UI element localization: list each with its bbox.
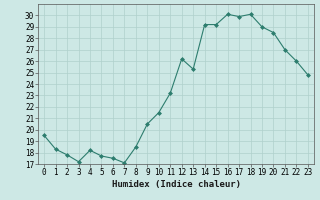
X-axis label: Humidex (Indice chaleur): Humidex (Indice chaleur) — [111, 180, 241, 189]
